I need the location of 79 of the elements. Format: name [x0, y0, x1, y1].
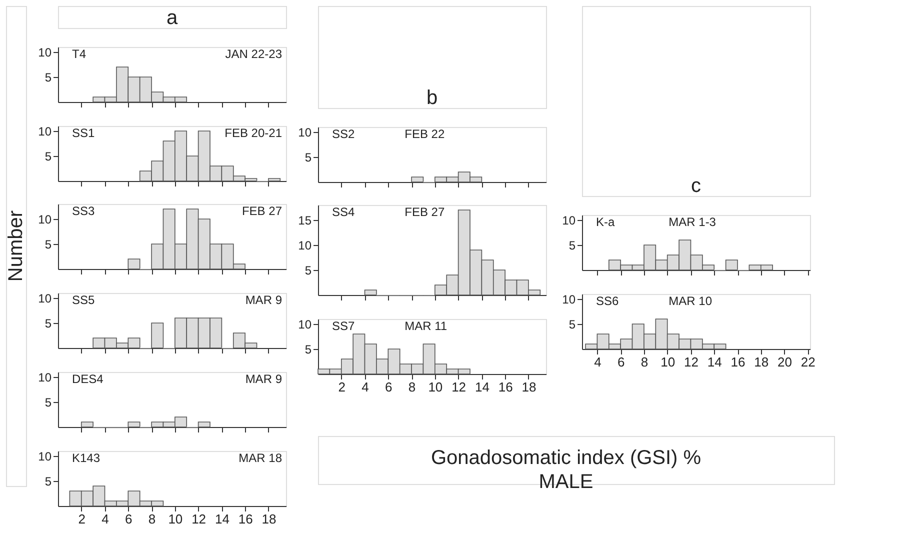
annotation: FEB 22 — [404, 127, 445, 141]
x-tick-label: 10 — [660, 354, 676, 370]
annotation: SS2 — [332, 127, 356, 141]
chart-title: c — [691, 175, 701, 197]
x-tick-label: 16 — [238, 512, 253, 526]
annotation: K-a — [596, 215, 615, 229]
y-tick-label: 10 — [298, 318, 312, 332]
y-tick-label: 10 — [38, 212, 52, 226]
annotation: FEB 27 — [404, 205, 445, 219]
annotation: MAR 18 — [238, 451, 282, 465]
chart-title: b — [426, 87, 438, 109]
y-tick-label: 5 — [568, 318, 576, 332]
annotation: MAR 10 — [668, 294, 712, 308]
y-tick-label: 10 — [298, 126, 312, 140]
x-tick-label: 2 — [78, 512, 86, 526]
annotation: MAR 11 — [404, 319, 448, 333]
x-tick-label: 18 — [754, 354, 769, 370]
annotation: FEB 20-21 — [224, 126, 282, 140]
y-tick-label: 10 — [38, 124, 52, 138]
annotation: SS3 — [72, 204, 96, 218]
y-tick-label: 5 — [44, 396, 52, 410]
x-tick-label: 8 — [408, 380, 416, 394]
x-tick-label: 6 — [617, 354, 625, 370]
annotation: DES4 — [72, 372, 104, 386]
y-tick-label: 5 — [44, 474, 52, 488]
x-tick-label: 10 — [428, 380, 443, 394]
annotation: K143 — [72, 451, 100, 465]
y-tick-label: 5 — [44, 316, 52, 330]
text: Gonadosomatic index (GSI) % — [430, 447, 702, 469]
x-tick-label: 16 — [730, 354, 746, 370]
annotation: T4 — [72, 47, 86, 61]
annotation: SS7 — [332, 319, 356, 333]
x-tick-label: 8 — [640, 354, 648, 370]
y-tick-label: 10 — [38, 370, 52, 384]
y-tick-label: 5 — [304, 150, 312, 164]
y-tick-label: 5 — [304, 342, 312, 356]
x-tick-label: 14 — [707, 354, 722, 370]
x-tick-label: 14 — [474, 380, 490, 394]
annotation: MAR 9 — [245, 372, 282, 386]
y-tick-label: 10 — [298, 238, 312, 252]
annotation: SS1 — [72, 126, 96, 140]
y-tick-label: 10 — [38, 292, 52, 306]
x-tick-label: 4 — [102, 512, 109, 526]
x-tick-label: 6 — [385, 380, 392, 394]
y-tick-label: 5 — [304, 264, 312, 278]
text: Number — [5, 210, 27, 282]
annotation: MAR 9 — [245, 293, 282, 307]
x-tick-label: 12 — [192, 512, 206, 526]
x-tick-label: 22 — [800, 354, 816, 370]
x-tick-label: 12 — [684, 354, 698, 370]
x-tick-label: 12 — [452, 380, 466, 394]
annotation: JAN 22-23 — [225, 47, 282, 61]
x-tick-label: 18 — [262, 512, 276, 526]
y-tick-label: 15 — [298, 214, 312, 228]
y-tick-label: 5 — [568, 238, 576, 252]
y-tick-label: 5 — [44, 70, 52, 84]
x-tick-label: 18 — [522, 380, 536, 394]
y-tick-label: 5 — [44, 238, 52, 252]
x-tick-label: 4 — [362, 380, 369, 394]
x-tick-label: 8 — [148, 512, 156, 526]
y-tick-label: 10 — [38, 46, 52, 60]
y-tick-label: 10 — [562, 214, 576, 228]
y-tick-label: 10 — [38, 450, 52, 464]
y-tick-label: 5 — [44, 150, 52, 164]
x-tick-label: 2 — [338, 380, 346, 394]
x-tick-label: 6 — [125, 512, 132, 526]
x-tick-label: 14 — [214, 512, 230, 526]
chart-title: a — [166, 7, 178, 29]
annotation: SS6 — [596, 294, 620, 308]
y-tick-label: 10 — [562, 292, 576, 306]
x-tick-label: 4 — [594, 354, 602, 370]
x-tick-label: 16 — [498, 380, 513, 394]
annotation: SS5 — [72, 293, 96, 307]
annotation: MAR 1-3 — [668, 215, 716, 229]
x-tick-label: 10 — [168, 512, 183, 526]
annotation: SS4 — [332, 205, 356, 219]
x-tick-label: 20 — [778, 354, 792, 370]
annotation: FEB 27 — [242, 204, 282, 218]
text: MALE — [538, 471, 594, 493]
